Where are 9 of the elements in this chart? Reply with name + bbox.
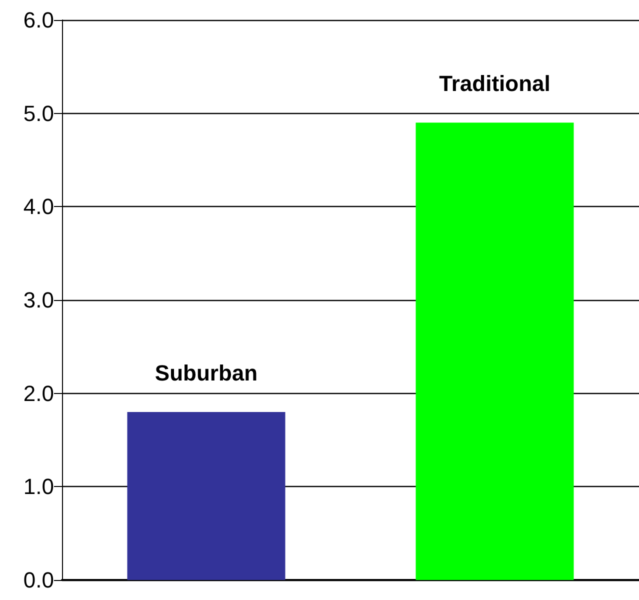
x-tick-label: Suburban bbox=[154, 360, 258, 386]
y-tick-label: 0.0 bbox=[23, 568, 54, 592]
y-tick-label: 1.0 bbox=[23, 474, 54, 500]
y-tick-label: 4.0 bbox=[23, 194, 54, 220]
y-tick-label: 5.0 bbox=[23, 100, 54, 126]
y-tick-label: 2.0 bbox=[23, 380, 54, 406]
y-tick-label: 6.0 bbox=[23, 8, 54, 32]
x-tick-label: Traditional bbox=[439, 71, 550, 96]
y-tick-label: 3.0 bbox=[23, 288, 54, 312]
